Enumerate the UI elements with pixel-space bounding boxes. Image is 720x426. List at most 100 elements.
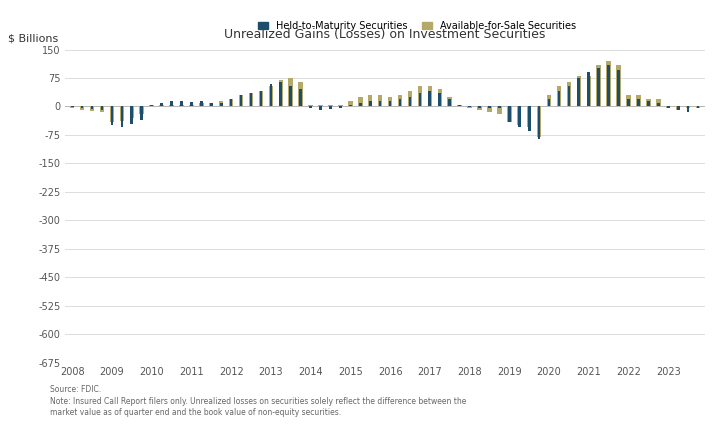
Bar (478, 106, 481, 108)
Bar (607, 65, 610, 106)
Bar (210, 103, 212, 106)
Bar (577, 78, 580, 106)
Bar (677, 106, 680, 110)
Bar (538, 106, 541, 139)
Bar (626, 95, 631, 106)
Bar (200, 101, 202, 106)
Bar (518, 106, 521, 127)
Bar (189, 104, 194, 106)
Bar (606, 61, 611, 106)
Bar (537, 106, 541, 137)
Bar (428, 91, 431, 106)
Bar (657, 103, 660, 106)
Bar (557, 91, 560, 106)
Bar (230, 99, 233, 106)
Bar (319, 106, 322, 110)
Bar (328, 104, 333, 106)
Bar (239, 95, 243, 106)
Bar (667, 106, 670, 108)
Bar (368, 95, 372, 106)
Bar (120, 106, 123, 127)
Bar (468, 106, 471, 107)
Bar (447, 97, 452, 106)
Bar (289, 86, 292, 106)
Bar (598, 69, 600, 106)
Bar (507, 106, 511, 122)
Bar (497, 106, 502, 114)
Bar (457, 104, 462, 106)
Bar (467, 106, 472, 108)
Bar (70, 106, 74, 108)
Bar (258, 91, 264, 106)
Bar (636, 95, 641, 106)
Bar (697, 106, 699, 108)
Text: $ Billions: $ Billions (8, 33, 58, 43)
Bar (687, 106, 690, 112)
Bar (279, 82, 282, 106)
Bar (587, 76, 591, 106)
Bar (260, 91, 262, 106)
Bar (269, 83, 272, 106)
Bar (627, 99, 630, 106)
Bar (269, 86, 273, 106)
Bar (358, 97, 362, 106)
Bar (71, 106, 73, 107)
Bar (676, 106, 680, 110)
Bar (616, 65, 621, 106)
Bar (567, 82, 571, 106)
Bar (279, 80, 283, 106)
Bar (348, 101, 353, 106)
Bar (308, 104, 312, 106)
Bar (567, 86, 570, 106)
Bar (80, 106, 84, 110)
Bar (397, 95, 402, 106)
Bar (557, 86, 561, 106)
Bar (527, 106, 531, 127)
Bar (219, 101, 223, 106)
Bar (81, 106, 84, 108)
Bar (329, 106, 332, 109)
Bar (528, 106, 531, 131)
Bar (637, 99, 640, 106)
Bar (199, 103, 204, 106)
Bar (150, 104, 153, 106)
Bar (169, 104, 174, 106)
Bar (508, 106, 510, 122)
Bar (646, 99, 651, 106)
Bar (369, 101, 372, 106)
Bar (298, 82, 303, 106)
Bar (548, 99, 550, 106)
Bar (101, 106, 103, 110)
Bar (161, 103, 163, 106)
Bar (488, 106, 491, 108)
Bar (130, 106, 133, 124)
Bar (140, 106, 143, 120)
Bar (140, 106, 144, 114)
Bar (180, 101, 183, 106)
Bar (150, 104, 154, 106)
Bar (498, 106, 500, 108)
Bar (686, 106, 690, 108)
Bar (250, 93, 252, 106)
Bar (379, 101, 382, 106)
Bar (100, 106, 104, 112)
Text: Source: FDIC.
Note: Insured Call Report filers only. Unrealized losses on securi: Source: FDIC. Note: Insured Call Report … (50, 385, 467, 417)
Bar (109, 106, 114, 122)
Bar (596, 65, 601, 106)
Bar (90, 106, 94, 111)
Bar (418, 86, 422, 106)
Bar (240, 95, 243, 106)
Bar (388, 97, 392, 106)
Bar (289, 78, 293, 106)
Bar (378, 95, 382, 106)
Bar (418, 93, 421, 106)
Bar (647, 101, 649, 106)
Bar (349, 104, 351, 106)
Bar (438, 93, 441, 106)
Bar (656, 99, 660, 106)
Bar (588, 72, 590, 106)
Bar (409, 97, 411, 106)
Bar (339, 106, 342, 108)
Bar (338, 104, 343, 106)
Bar (111, 106, 113, 125)
